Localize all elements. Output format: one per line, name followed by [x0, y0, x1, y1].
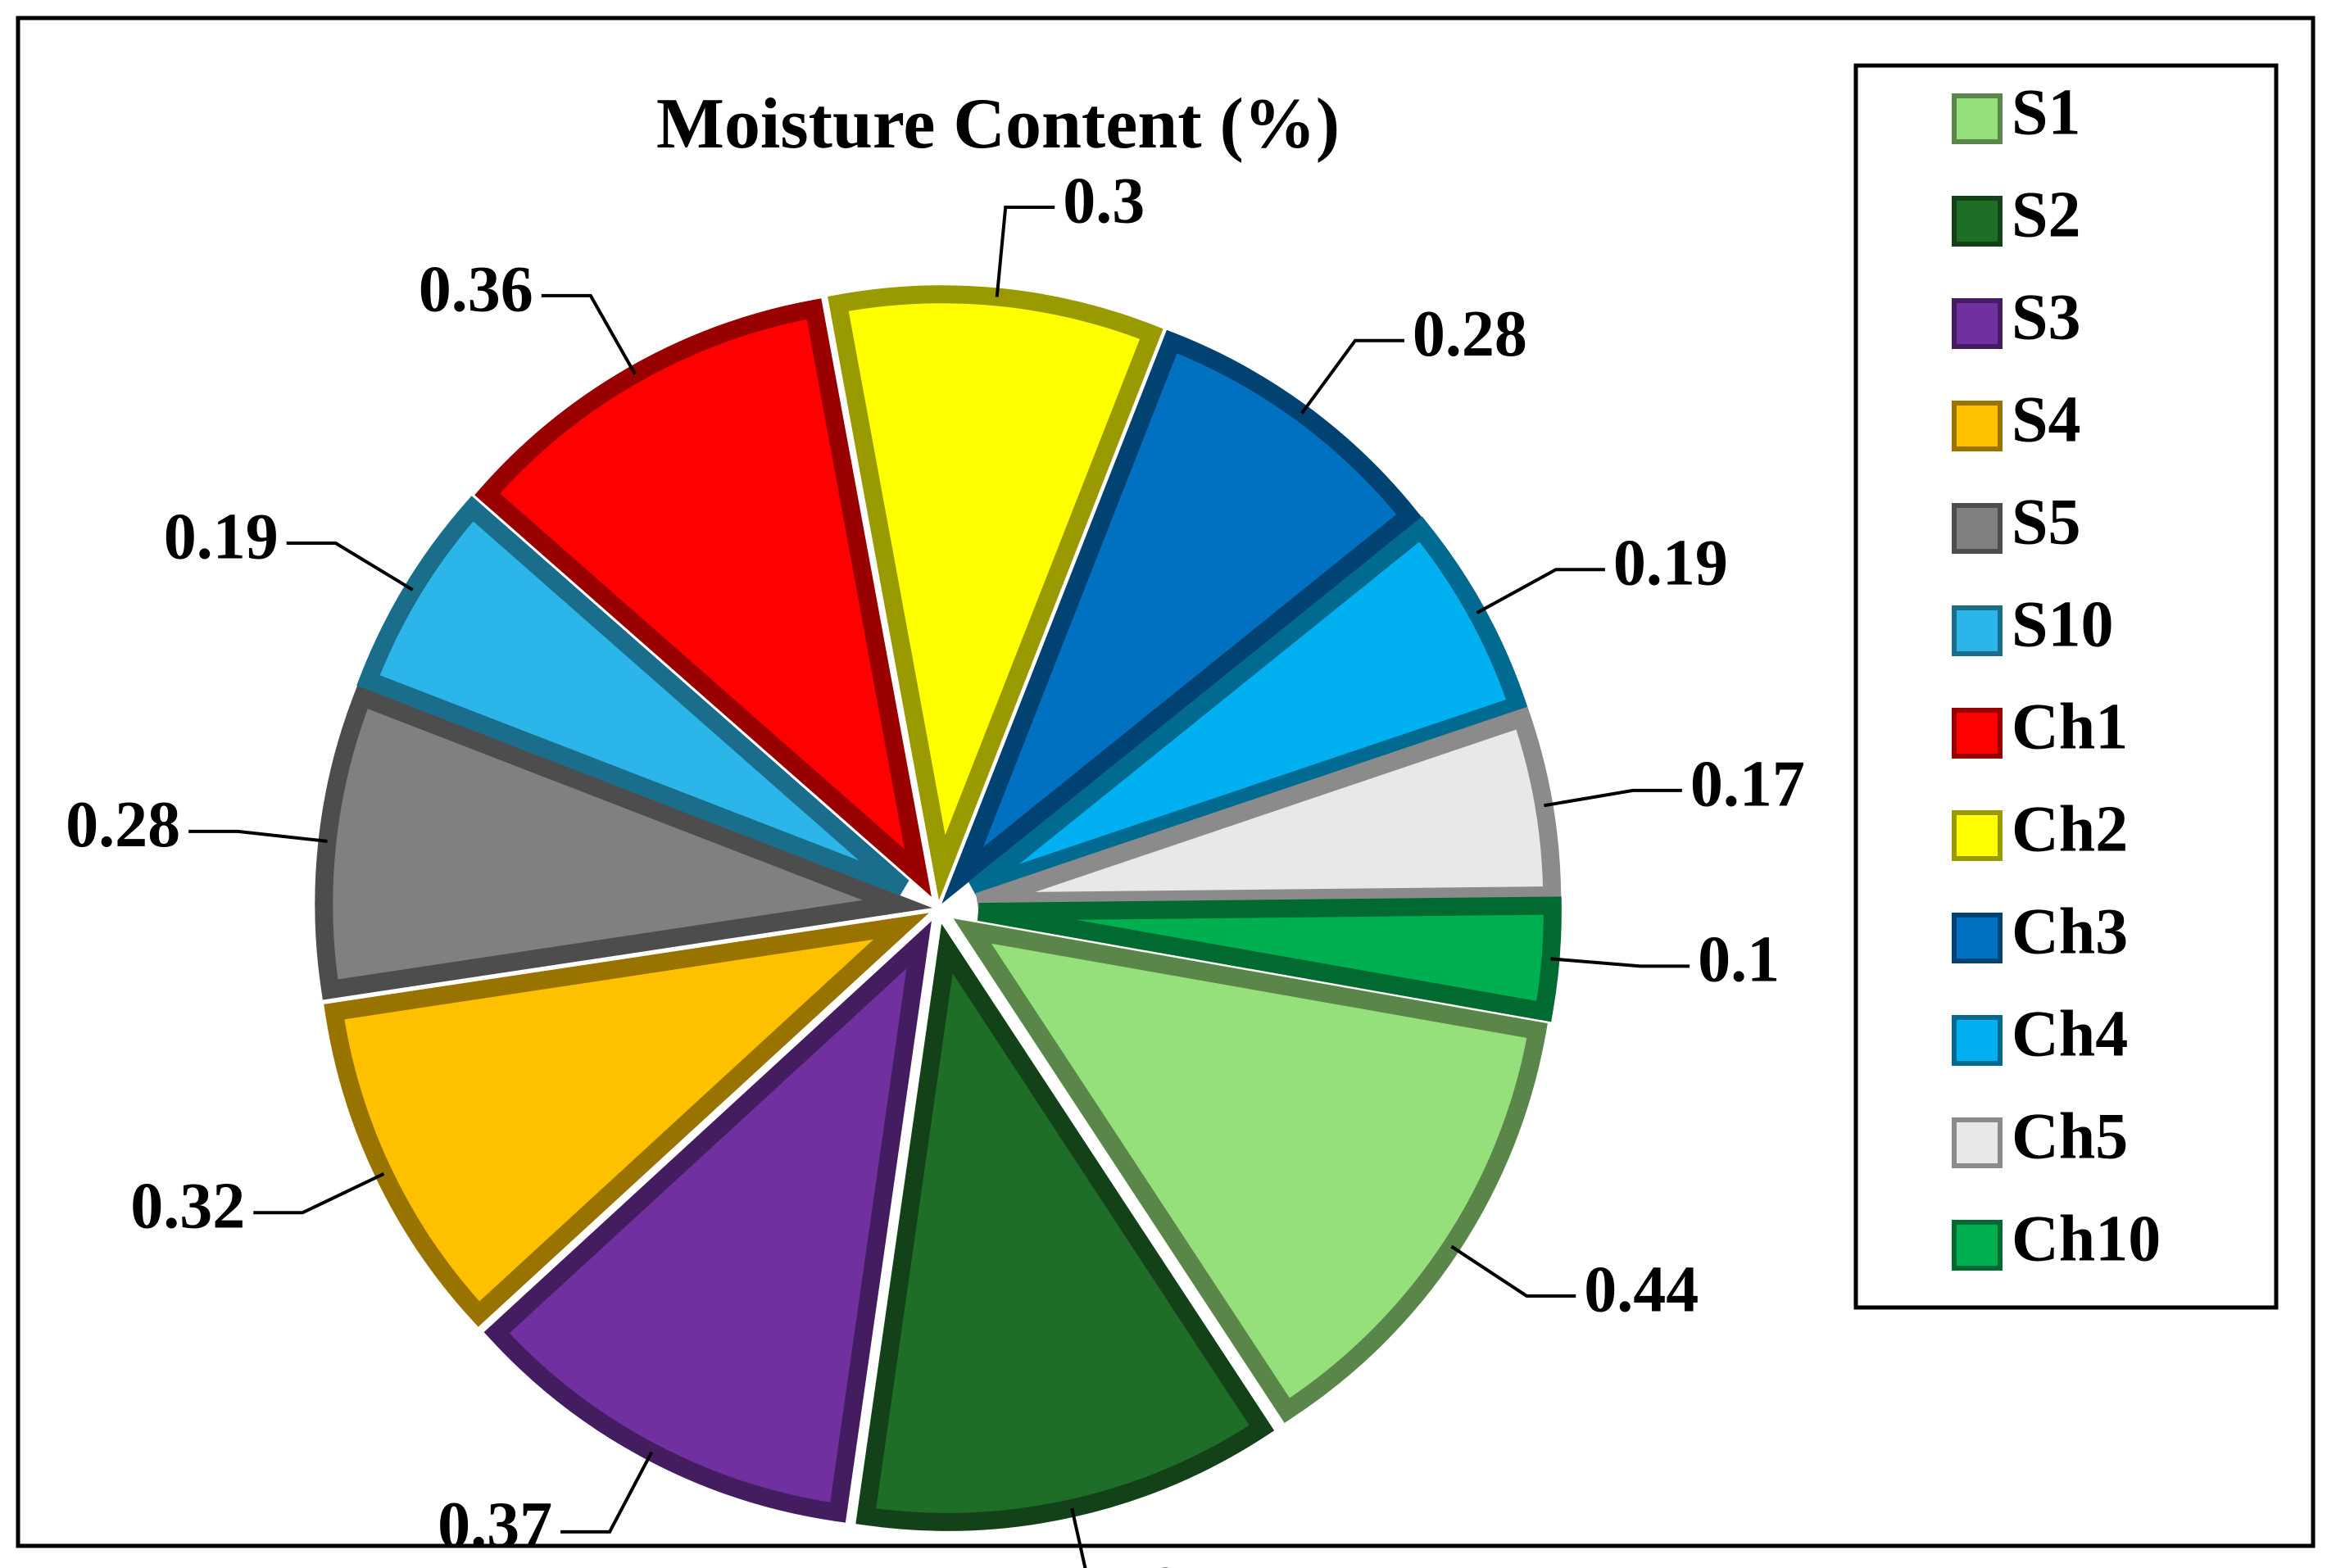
leader-line	[1544, 788, 1682, 808]
legend-label: Ch4	[2012, 998, 2128, 1070]
data-label: 0.28	[1413, 298, 1527, 370]
legend-swatch	[1952, 93, 2003, 144]
leader-line	[1550, 957, 1690, 968]
chart-title: Moisture Content (%)	[656, 84, 1340, 164]
legend-swatch	[1952, 605, 2003, 656]
leader-line	[188, 829, 328, 843]
leader-line	[1476, 568, 1605, 614]
legend-label: Ch3	[2012, 895, 2128, 968]
pie-slice	[324, 913, 929, 1327]
legend-label: S4	[2012, 383, 2081, 455]
legend-swatch	[1952, 810, 2003, 861]
legend-swatch	[1952, 1015, 2003, 1066]
leader-line	[560, 1451, 654, 1534]
legend-swatch	[1952, 708, 2003, 759]
pie-slice	[474, 298, 932, 897]
pie-slice	[356, 496, 909, 896]
legend-swatch	[1952, 913, 2003, 963]
pie-slice	[855, 923, 1275, 1531]
data-label: 0.37	[438, 1489, 552, 1561]
data-label: 0.39	[1149, 1554, 1263, 1568]
legend-label: Ch2	[2012, 793, 2128, 865]
legend-swatch	[1952, 298, 2003, 349]
legend-label: Ch1	[2012, 691, 2128, 763]
legend-label: S5	[2012, 486, 2081, 558]
pie-slice	[975, 706, 1562, 911]
leader-line	[1300, 338, 1404, 415]
legend-swatch	[1952, 196, 2003, 247]
legend-label: S1	[2012, 76, 2081, 148]
legend-label: S10	[2012, 588, 2114, 660]
data-label: 0.32	[130, 1171, 245, 1243]
pie-slice	[977, 896, 1562, 1022]
legend-label: Ch5	[2012, 1100, 2128, 1172]
pie-slice	[315, 685, 932, 1000]
data-label: 0.44	[1584, 1253, 1699, 1326]
leader-line	[541, 293, 637, 375]
legend-swatch	[1952, 503, 2003, 554]
data-label: 0.17	[1690, 748, 1805, 820]
data-label: 0.36	[419, 253, 533, 325]
data-label: 0.19	[164, 501, 279, 573]
legend-swatch	[1952, 1117, 2003, 1168]
leader-line	[286, 541, 414, 591]
legend-swatch	[1952, 401, 2003, 451]
leader-line	[253, 1171, 385, 1215]
data-label: 0.19	[1613, 528, 1728, 600]
legend-swatch	[1952, 1220, 2003, 1271]
pie-slice	[483, 921, 932, 1523]
data-label: 0.3	[1063, 165, 1145, 237]
legend-box	[1853, 63, 2279, 1310]
leader-line	[1450, 1244, 1576, 1298]
legend-label: Ch10	[2012, 1203, 2161, 1275]
leader-line	[1070, 1507, 1087, 1568]
pie-slice	[941, 329, 1422, 904]
legend-label: S2	[2012, 179, 2081, 251]
legend-label: S3	[2012, 281, 2081, 353]
data-label: 0.28	[66, 789, 180, 861]
leader-line	[995, 205, 1055, 297]
pie-slice	[953, 918, 1548, 1423]
data-label: 0.1	[1698, 924, 1780, 996]
